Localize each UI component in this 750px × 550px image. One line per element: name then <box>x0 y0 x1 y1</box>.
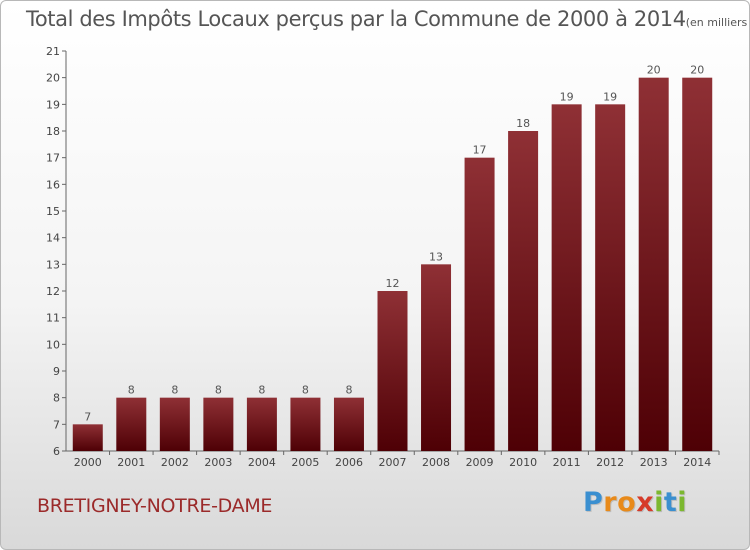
value-label-2003: 8 <box>215 384 222 397</box>
value-label-2007: 12 <box>386 277 400 290</box>
x-tick-label: 2010 <box>509 456 537 469</box>
x-tick-label: 2011 <box>553 456 581 469</box>
value-label-2008: 13 <box>429 250 443 263</box>
bar-2006 <box>333 397 364 451</box>
logo-letter: i <box>677 487 688 518</box>
y-tick-label: 18 <box>46 125 60 138</box>
bar-2013 <box>638 77 669 452</box>
x-tick-label: 2014 <box>683 456 711 469</box>
y-tick-label: 19 <box>46 98 60 111</box>
bars <box>72 77 713 452</box>
x-tick-label: 2006 <box>335 456 363 469</box>
value-label-2005: 8 <box>302 384 309 397</box>
value-label-2004: 8 <box>258 384 265 397</box>
bar-2014 <box>682 77 713 452</box>
y-tick-label: 14 <box>46 232 60 245</box>
bar-2001 <box>116 397 147 451</box>
x-tick-label: 2001 <box>117 456 145 469</box>
x-tick-label: 2005 <box>291 456 319 469</box>
bar-2011 <box>551 104 582 451</box>
y-tick-label: 16 <box>46 178 60 191</box>
x-tick-label: 2004 <box>248 456 276 469</box>
x-axis: 2000 2001 2002 2003 2004 2005 2006 2007 2008 2009… <box>66 450 720 469</box>
logo-letter: r <box>603 487 618 518</box>
x-tick-label: 2002 <box>161 456 189 469</box>
x-tick-label: 2003 <box>204 456 232 469</box>
y-tick-label: 15 <box>46 205 60 218</box>
logo-letter: P <box>583 487 604 518</box>
y-tick-label: 6 <box>53 445 60 458</box>
x-tick-label: 2007 <box>379 456 407 469</box>
value-label-2006: 8 <box>345 384 352 397</box>
x-tick-label: 2009 <box>466 456 494 469</box>
bar-2010 <box>508 131 539 451</box>
y-tick-label: 7 <box>53 418 60 431</box>
x-tick-label: 2008 <box>422 456 450 469</box>
bar-2007 <box>377 291 408 451</box>
y-tick-label: 12 <box>46 285 60 298</box>
bar-2002 <box>159 397 190 451</box>
logo-letter: i <box>654 487 664 518</box>
y-axis: 6 7 8 9 10 11 12 13 14 15 16 17 18 19 20 21 <box>46 45 67 458</box>
bar-2004 <box>246 397 277 451</box>
y-tick-label: 8 <box>53 392 60 405</box>
y-tick-label: 9 <box>53 365 60 378</box>
value-label-2000: 7 <box>84 410 91 423</box>
value-label-2012: 19 <box>603 90 617 103</box>
x-tick-label: 2013 <box>640 456 668 469</box>
bar-2005 <box>290 397 321 451</box>
logo-letter: t <box>663 487 678 518</box>
chart-title-text: Total des Impôts Locaux perçus par la Co… <box>26 7 686 31</box>
value-label-2010: 18 <box>516 117 530 130</box>
value-label-2001: 8 <box>128 384 135 397</box>
x-tick-label: 2000 <box>74 456 102 469</box>
y-tick-label: 13 <box>46 258 60 271</box>
y-tick-label: 17 <box>46 152 60 165</box>
chart-title: Total des Impôts Locaux perçus par la Co… <box>26 7 749 31</box>
value-label-2014: 20 <box>690 64 704 77</box>
value-label-2002: 8 <box>171 384 178 397</box>
value-labels: 7 8 8 8 8 8 8 12 13 17 18 19 19 20 20 <box>84 64 704 424</box>
y-tick-label: 10 <box>46 338 60 351</box>
proxiti-logo[interactable]: Proxiti <box>583 487 687 518</box>
commune-name: BRETIGNEY-NOTRE-DAME <box>37 495 273 517</box>
y-tick-label: 11 <box>46 312 60 325</box>
bar-2000 <box>72 424 103 451</box>
bar-2008 <box>421 264 452 451</box>
logo-letter: x <box>636 487 655 518</box>
bar-2012 <box>595 104 626 451</box>
y-tick-label: 20 <box>46 72 60 85</box>
value-label-2009: 17 <box>473 144 487 157</box>
value-label-2013: 20 <box>647 64 661 77</box>
chart-subtitle: (en milliers d'€) <box>685 16 749 29</box>
value-label-2011: 19 <box>560 90 574 103</box>
logo-letter: o <box>617 487 637 518</box>
y-tick-label: 21 <box>46 45 60 58</box>
bar-2003 <box>203 397 234 451</box>
x-tick-label: 2012 <box>596 456 624 469</box>
bar-2009 <box>464 157 495 451</box>
